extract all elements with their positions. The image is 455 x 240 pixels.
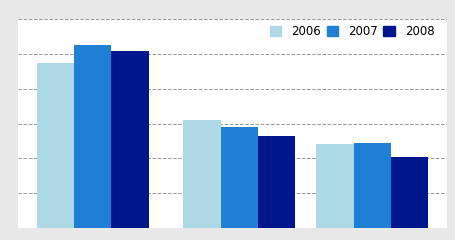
Legend: 2006, 2007, 2008: 2006, 2007, 2008 (267, 23, 436, 41)
Bar (390, 157, 427, 228)
Bar (37, 63, 74, 228)
Bar (316, 144, 353, 228)
Bar (111, 51, 148, 228)
Bar (183, 120, 220, 228)
Bar (257, 136, 294, 228)
Bar (220, 127, 257, 228)
Bar (74, 45, 111, 228)
Bar (353, 143, 390, 228)
